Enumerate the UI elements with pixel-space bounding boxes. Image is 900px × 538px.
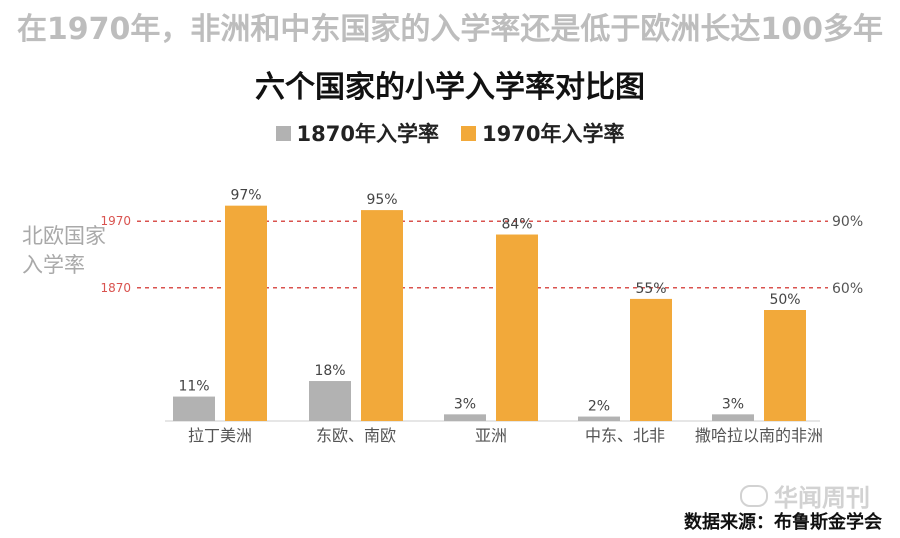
bar-1970-3 xyxy=(630,298,672,421)
legend-swatch-1870 xyxy=(275,125,291,141)
bar-1970-0 xyxy=(225,205,267,421)
data-label-1970-3: 55% xyxy=(635,281,666,297)
source-note: 数据来源：布鲁斯金学会 xyxy=(684,512,882,533)
bar-1870-4 xyxy=(712,414,754,421)
legend-label-1970: 1970年入学率 xyxy=(482,122,625,146)
category-label-0: 拉丁美洲 xyxy=(188,426,252,445)
reference-left-label-1870: 1870 xyxy=(100,281,131,295)
bar-1970-1 xyxy=(361,210,403,421)
headline: 在1970年，非洲和中东国家的入学率还是低于欧洲长达100多年 xyxy=(16,12,884,47)
data-label-1870-3: 2% xyxy=(588,399,610,415)
chart-title: 六个国家的小学入学率对比图 xyxy=(255,70,645,105)
data-label-1870-2: 3% xyxy=(454,396,476,412)
category-label-2: 亚洲 xyxy=(475,426,507,445)
data-label-1970-2: 84% xyxy=(501,217,532,233)
watermark-text: 华闻周刊 xyxy=(774,484,870,512)
watermark: 华闻周刊 xyxy=(740,478,870,513)
category-label-1: 东欧、南欧 xyxy=(316,426,396,445)
data-label-1970-1: 95% xyxy=(366,192,397,208)
legend-item-1870: 1870年入学率 xyxy=(275,118,439,148)
bar-1870-2 xyxy=(444,414,486,421)
reference-label: 北欧国家入学率 xyxy=(22,224,106,277)
bar-1870-1 xyxy=(309,381,351,421)
data-label-1970-4: 50% xyxy=(769,292,800,308)
legend: 1870年入学率 1970年入学率 xyxy=(0,118,900,148)
data-label-1970-0: 97% xyxy=(230,188,261,204)
legend-label-1870: 1870年入学率 xyxy=(296,122,439,146)
data-label-1870-1: 18% xyxy=(314,363,345,379)
category-label-3: 中东、北非 xyxy=(585,426,665,445)
bar-1870-3 xyxy=(578,416,620,421)
bar-1970-2 xyxy=(496,234,538,421)
reference-right-label-1870: 60% xyxy=(832,281,863,297)
category-label-4: 撒哈拉以南的非洲 xyxy=(695,426,823,445)
reference-right-label-1970: 90% xyxy=(832,214,863,230)
data-label-1870-4: 3% xyxy=(722,396,744,412)
wechat-icon xyxy=(740,484,768,507)
data-label-1870-0: 11% xyxy=(178,379,209,395)
bar-1870-0 xyxy=(173,396,215,421)
reference-left-label-1970: 1970 xyxy=(100,214,131,228)
legend-item-1970: 1970年入学率 xyxy=(461,118,624,148)
legend-swatch-1970 xyxy=(461,125,476,141)
bar-1970-4 xyxy=(764,310,806,421)
